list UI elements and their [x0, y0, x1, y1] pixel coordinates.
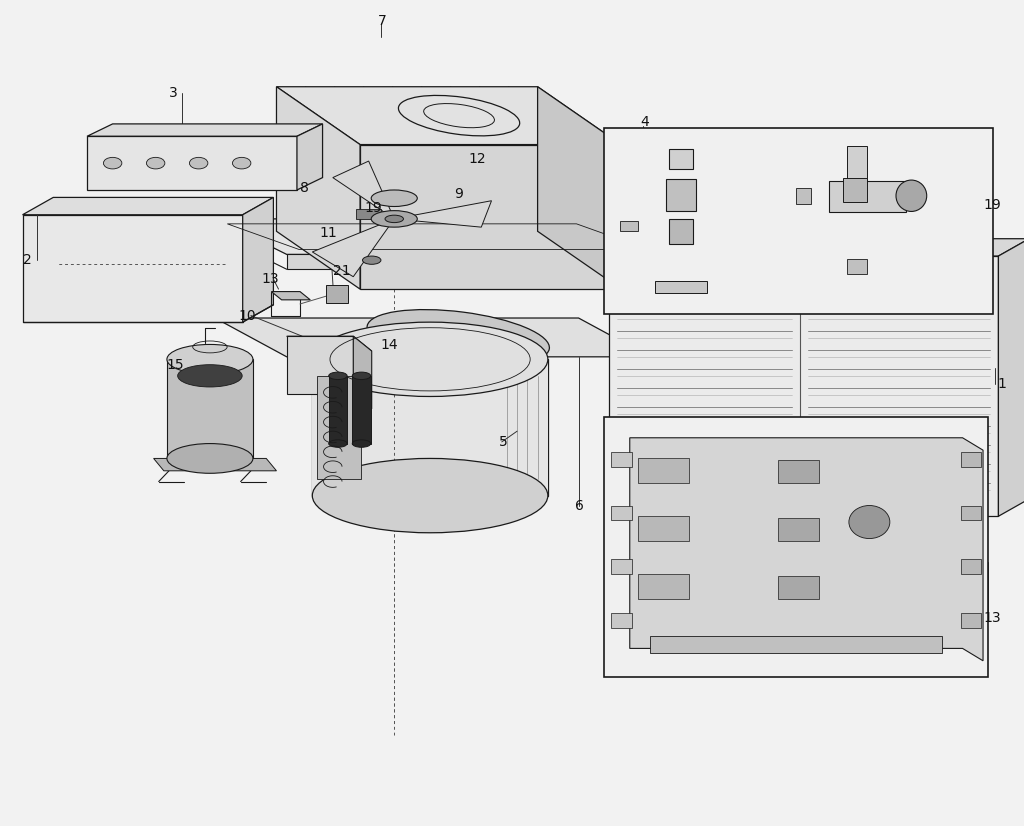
Bar — [961, 452, 981, 467]
Ellipse shape — [352, 439, 371, 448]
Bar — [604, 417, 988, 677]
Polygon shape — [287, 336, 372, 351]
Text: 8: 8 — [300, 181, 309, 194]
Ellipse shape — [352, 372, 371, 379]
Bar — [620, 221, 638, 231]
Ellipse shape — [896, 180, 927, 211]
Polygon shape — [353, 336, 372, 409]
Text: 19: 19 — [984, 198, 1001, 211]
Bar — [650, 636, 942, 653]
Bar — [638, 458, 689, 483]
Bar — [356, 209, 381, 219]
Bar — [961, 506, 981, 520]
Text: 11: 11 — [319, 226, 337, 240]
Polygon shape — [312, 359, 548, 496]
Ellipse shape — [362, 256, 381, 264]
Polygon shape — [271, 292, 310, 300]
Text: 2: 2 — [23, 254, 32, 267]
Text: 14: 14 — [381, 339, 398, 352]
Bar — [638, 516, 689, 541]
Bar — [611, 613, 632, 628]
Text: 1: 1 — [997, 377, 1007, 391]
Polygon shape — [23, 215, 243, 322]
Ellipse shape — [167, 344, 253, 374]
Polygon shape — [352, 376, 371, 444]
Bar — [611, 506, 632, 520]
Polygon shape — [276, 87, 360, 289]
Text: 4: 4 — [640, 116, 649, 129]
Ellipse shape — [329, 372, 347, 379]
Polygon shape — [215, 318, 650, 357]
Bar — [666, 179, 696, 211]
Text: 3: 3 — [169, 86, 178, 99]
Ellipse shape — [312, 458, 548, 533]
Ellipse shape — [232, 157, 251, 169]
Bar — [655, 281, 707, 293]
Bar — [843, 178, 867, 202]
Ellipse shape — [385, 215, 403, 222]
Bar — [669, 219, 693, 244]
Bar — [611, 559, 632, 574]
Bar — [669, 149, 693, 169]
Bar — [961, 613, 981, 628]
Bar — [778, 576, 819, 599]
Text: 6: 6 — [575, 499, 585, 512]
Polygon shape — [287, 336, 353, 394]
Ellipse shape — [146, 157, 165, 169]
Ellipse shape — [312, 322, 548, 396]
Polygon shape — [243, 197, 273, 322]
Text: 12: 12 — [468, 152, 485, 165]
Ellipse shape — [367, 310, 550, 365]
Bar — [778, 460, 819, 483]
Text: 9: 9 — [454, 188, 463, 201]
Polygon shape — [360, 145, 622, 289]
Text: 10: 10 — [239, 309, 256, 322]
Polygon shape — [167, 359, 253, 458]
Ellipse shape — [103, 157, 122, 169]
Polygon shape — [23, 197, 273, 215]
Text: 5: 5 — [499, 435, 508, 449]
Polygon shape — [333, 161, 394, 219]
Polygon shape — [87, 136, 297, 190]
Polygon shape — [87, 124, 323, 136]
Polygon shape — [394, 201, 492, 227]
Polygon shape — [329, 376, 347, 444]
Polygon shape — [287, 254, 660, 269]
Text: 7: 7 — [378, 14, 387, 27]
Bar — [604, 128, 993, 314]
Polygon shape — [538, 87, 622, 289]
Bar — [847, 146, 867, 179]
Text: 21: 21 — [333, 264, 350, 278]
Polygon shape — [215, 219, 660, 254]
Polygon shape — [998, 239, 1024, 516]
Polygon shape — [317, 376, 361, 479]
Polygon shape — [630, 438, 983, 661]
Bar — [778, 518, 819, 541]
Ellipse shape — [849, 506, 890, 539]
Text: 19: 19 — [365, 202, 382, 215]
Bar — [638, 574, 689, 599]
Polygon shape — [312, 219, 394, 277]
Ellipse shape — [189, 157, 208, 169]
Text: 15: 15 — [167, 358, 184, 372]
Bar — [611, 452, 632, 467]
Ellipse shape — [329, 439, 347, 448]
Text: 13: 13 — [984, 611, 1001, 624]
Bar — [961, 559, 981, 574]
Polygon shape — [609, 256, 998, 516]
Bar — [326, 285, 348, 303]
Bar — [829, 181, 906, 212]
Ellipse shape — [178, 365, 242, 387]
Polygon shape — [154, 458, 276, 471]
Polygon shape — [609, 239, 1024, 256]
Ellipse shape — [371, 211, 418, 227]
Polygon shape — [276, 87, 622, 145]
Ellipse shape — [167, 444, 253, 473]
Bar — [796, 188, 811, 204]
Text: 13: 13 — [261, 273, 279, 286]
Ellipse shape — [371, 190, 418, 206]
Bar — [847, 259, 867, 274]
Polygon shape — [297, 124, 323, 190]
